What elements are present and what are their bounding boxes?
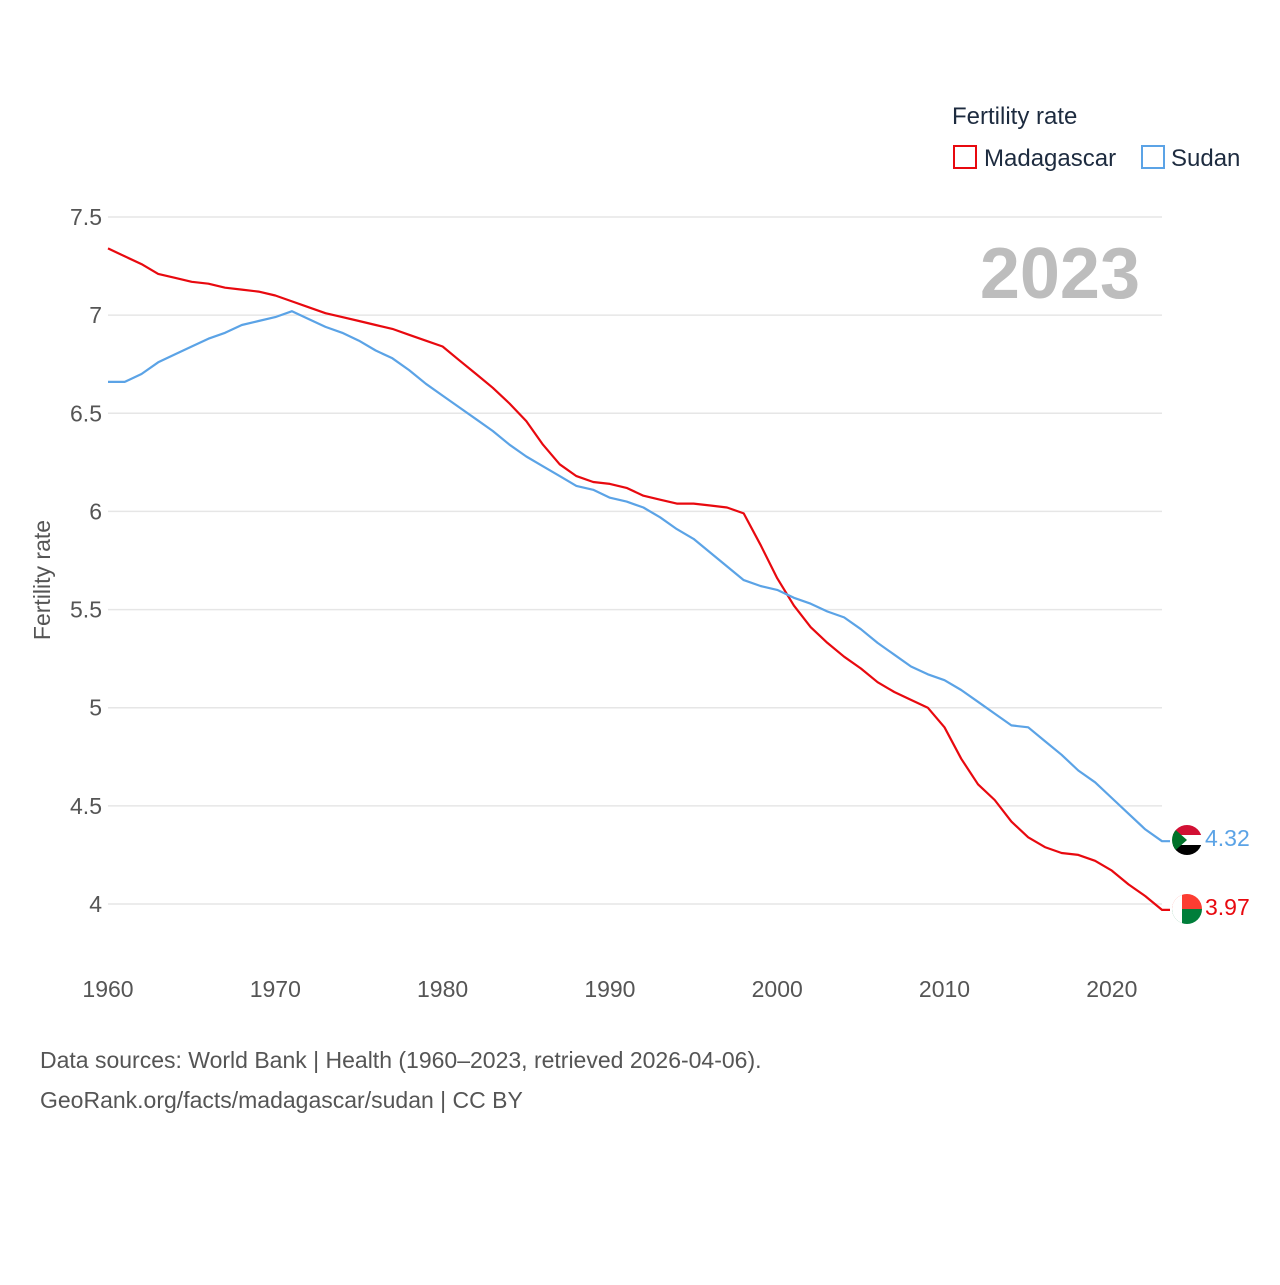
legend-swatch-sudan[interactable] <box>1141 145 1165 169</box>
madagascar-end-value: 3.97 <box>1205 894 1250 920</box>
y-tick-label: 6.5 <box>70 400 102 426</box>
x-tick-label: 1990 <box>584 976 635 1002</box>
sudan-end-value: 4.32 <box>1205 825 1250 851</box>
x-tick-label: 2000 <box>752 976 803 1002</box>
y-axis-title: Fertility rate <box>29 520 55 640</box>
sudan-flag-icon <box>1172 825 1202 855</box>
legend-title: Fertility rate <box>952 103 1077 130</box>
x-tick-label: 1960 <box>82 976 133 1002</box>
y-tick-label: 7 <box>89 302 102 328</box>
year-label: 2023 <box>980 234 1140 314</box>
y-tick-label: 4 <box>89 891 102 917</box>
x-tick-label: 1970 <box>250 976 301 1002</box>
series-line-sudan[interactable] <box>108 310 1170 843</box>
y-tick-label: 7.5 <box>70 204 102 230</box>
series-line-madagascar[interactable] <box>107 247 1170 912</box>
y-tick-label: 5 <box>89 695 102 721</box>
y-axis-ticks: 4 4.5 5 5.5 6 6.5 7 7.5 <box>70 204 102 917</box>
legend: Fertility rate Madagascar Sudan <box>952 103 1240 172</box>
madagascar-flag-icon <box>1172 894 1202 924</box>
source-line-1: Data sources: World Bank | Health (1960–… <box>40 1047 762 1073</box>
x-axis-ticks: 1960 1970 1980 1990 2000 2010 2020 <box>82 976 1137 1002</box>
x-tick-label: 2010 <box>919 976 970 1002</box>
series-lines <box>107 247 1170 912</box>
legend-label-sudan[interactable]: Sudan <box>1171 145 1240 172</box>
x-tick-label: 1980 <box>417 976 468 1002</box>
legend-label-madagascar[interactable]: Madagascar <box>984 145 1116 172</box>
legend-swatch-madagascar[interactable] <box>953 145 977 169</box>
y-tick-label: 6 <box>89 498 102 524</box>
x-tick-label: 2020 <box>1086 976 1137 1002</box>
y-tick-label: 5.5 <box>70 597 102 623</box>
source-line-2[interactable]: GeoRank.org/facts/madagascar/sudan | CC … <box>40 1087 523 1113</box>
y-tick-label: 4.5 <box>70 793 102 819</box>
